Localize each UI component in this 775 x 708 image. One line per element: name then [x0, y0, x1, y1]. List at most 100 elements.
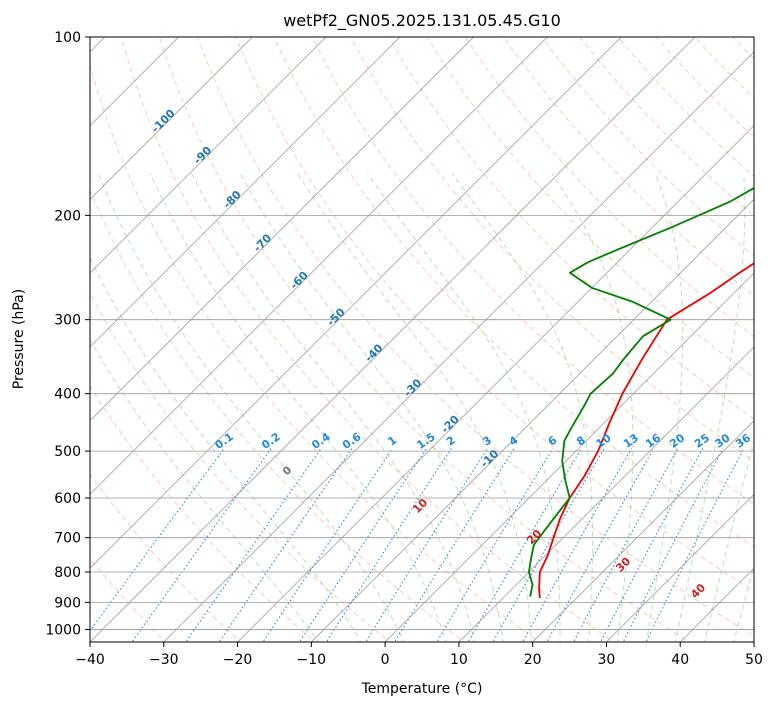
x-tick-label: 20 — [524, 652, 542, 668]
dry-adiabat-line — [693, 37, 754, 99]
dry-adiabat-line — [90, 473, 241, 642]
moist-adiabat-line — [97, 173, 405, 642]
isotherm-line — [679, 567, 754, 642]
mixing-ratio-label: 1 — [386, 434, 400, 449]
dry-adiabat-line — [655, 37, 754, 138]
y-tick-label: 900 — [54, 595, 81, 611]
y-tick-label: 500 — [54, 444, 81, 460]
isotherm-line — [90, 37, 622, 569]
isotherm-line — [90, 37, 253, 200]
moist-adiabat-line — [551, 173, 634, 642]
x-tick-label: 0 — [381, 652, 390, 668]
y-tick-label: 400 — [54, 387, 81, 403]
y-tick-label: 300 — [54, 313, 81, 329]
isotherm-line — [90, 37, 549, 496]
moist-adiabat-line — [149, 173, 447, 642]
mixing-ratio-line — [436, 448, 554, 642]
isotherm-label: -40 — [362, 341, 385, 364]
moist-adiabat-line — [451, 173, 594, 642]
dry-adiabat-line — [90, 188, 466, 642]
mixing-ratio-line — [325, 448, 452, 642]
mixing-ratio-label: 3 — [480, 434, 494, 449]
mixing-ratio-line — [622, 448, 724, 642]
x-axis: −40 −30 −20 −10 0 10 20 30 40 50 — [75, 642, 763, 668]
mixing-ratio-line — [522, 448, 633, 642]
isotherm-line — [532, 420, 754, 642]
mixing-ratio-label: 0.2 — [259, 430, 282, 452]
isotherm-line — [90, 37, 327, 274]
isotherm-label: -50 — [325, 305, 348, 328]
moist-adiabat-line — [645, 173, 684, 642]
y-tick-label: 800 — [54, 565, 81, 581]
plot-frame — [89, 36, 755, 643]
mixing-ratio-label: 4 — [507, 433, 521, 448]
dry-adiabat-line — [350, 37, 754, 462]
isotherm-line — [605, 493, 754, 642]
isotherm-label: -70 — [251, 231, 274, 254]
moist-adiabat-line — [367, 173, 561, 642]
isotherm-label: -30 — [401, 376, 424, 399]
isotherm-line — [90, 37, 401, 348]
temperature-series-line — [538, 262, 754, 599]
isotherm-label: -80 — [221, 188, 244, 211]
isotherm-label: -10 — [478, 447, 501, 470]
series-group — [528, 187, 754, 599]
mixing-ratio-label: 0.4 — [309, 430, 333, 452]
dry-adiabat-line — [758, 24, 775, 645]
isotherm-label: -60 — [288, 268, 311, 291]
isotherm-line — [384, 272, 754, 642]
dry-adiabat-line — [464, 37, 754, 338]
moist-adiabat-line — [733, 563, 754, 642]
moist-adiabat-line — [704, 438, 754, 642]
mixing-ratio-label: 2 — [444, 434, 458, 449]
isotherm-line — [90, 37, 475, 422]
isotherm-label: -100 — [149, 107, 178, 136]
isotherm-line — [90, 37, 696, 642]
dry-adiabat-line — [197, 37, 754, 637]
y-tick-label: 600 — [54, 491, 81, 507]
mixing-ratio-line — [645, 448, 745, 642]
dry-adiabat-line — [541, 37, 754, 257]
moist-adiabat-line — [297, 173, 532, 642]
y-axis-title: Pressure (hPa) — [11, 289, 27, 389]
x-tick-label: −40 — [75, 652, 105, 668]
mixing-ratio-line — [262, 448, 394, 642]
grid — [90, 37, 754, 642]
moist-adiabat-label: 0 — [280, 463, 295, 478]
dry-adiabat-line — [732, 37, 754, 60]
mixing-ratio-label: 30 — [712, 431, 732, 451]
mixing-ratio-label: 0.1 — [212, 430, 235, 452]
mixing-ratio-label: 36 — [733, 431, 753, 451]
mixing-ratio-line — [393, 448, 515, 642]
moist-adiabat-label: 10 — [410, 496, 430, 516]
mixing-ratio-line — [298, 448, 427, 642]
mixing-ratio-label: 16 — [643, 431, 663, 451]
x-tick-label: −20 — [223, 652, 253, 668]
background-lines — [90, 24, 775, 645]
moist-adiabat-label: 40 — [688, 581, 708, 601]
dry-adiabat-line — [273, 37, 754, 548]
isotherm-line — [236, 124, 754, 642]
mixing-ratio-label: 13 — [621, 431, 641, 450]
dry-adiabat-line — [426, 37, 754, 379]
dry-adiabat-line — [388, 37, 754, 420]
dry-adiabat-line — [120, 37, 616, 642]
dewpoint-series-line — [528, 187, 754, 597]
mixing-ratio-line — [185, 448, 322, 642]
dry-adiabat-line — [90, 62, 541, 642]
x-tick-label: 10 — [450, 652, 468, 668]
moist-adiabat-line — [90, 338, 319, 642]
isotherm-label: -90 — [191, 144, 214, 167]
x-tick-label: −30 — [149, 652, 179, 668]
mixing-ratio-line — [90, 448, 225, 632]
dry-adiabat-line — [311, 37, 754, 505]
isotherm-line — [458, 346, 754, 642]
x-axis-title: Temperature (°C) — [361, 681, 483, 697]
mixing-ratio-line — [218, 448, 353, 642]
y-tick-label: 700 — [54, 531, 81, 547]
y-tick-label: 1000 — [45, 622, 81, 638]
isotherm-line — [753, 641, 754, 642]
y-tick-label: 100 — [54, 30, 81, 46]
moist-adiabat-line — [90, 256, 362, 642]
